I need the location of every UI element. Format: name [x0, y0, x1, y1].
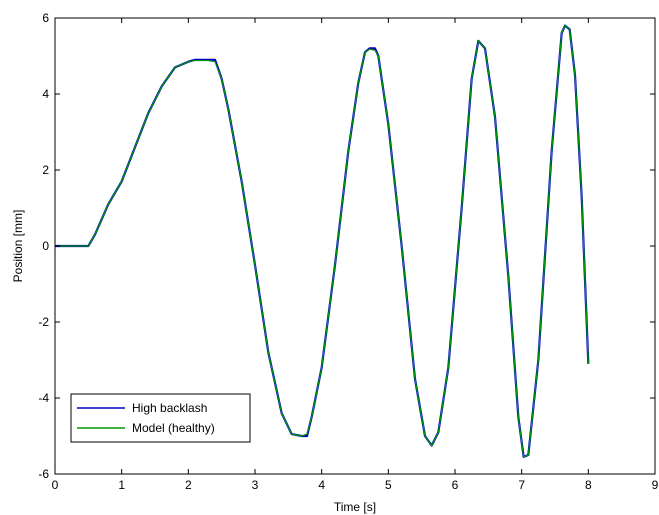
x-tick-label: 5: [385, 478, 392, 492]
x-tick-label: 0: [52, 478, 59, 492]
y-tick-label: 4: [42, 87, 49, 101]
x-axis-label: Time [s]: [334, 500, 376, 514]
y-tick-label: -6: [38, 467, 49, 481]
y-tick-label: -2: [38, 315, 49, 329]
y-tick-label: 6: [42, 11, 49, 25]
y-tick-label: 0: [42, 239, 49, 253]
x-tick-label: 4: [318, 478, 325, 492]
x-tick-label: 6: [452, 478, 459, 492]
x-tick-label: 9: [652, 478, 659, 492]
x-tick-label: 1: [118, 478, 125, 492]
legend: High backlash Model (healthy): [70, 393, 251, 443]
x-tick-label: 3: [252, 478, 259, 492]
x-tick-label: 2: [185, 478, 192, 492]
legend-box: [70, 393, 251, 443]
legend-label-model-healthy: Model (healthy): [132, 421, 215, 435]
y-tick-label: 2: [42, 163, 49, 177]
series-line-model-healthy: [55, 25, 589, 458]
legend-label-high-backlash: High backlash: [132, 401, 207, 415]
tick-layer: [54, 17, 656, 475]
y-tick-label: -4: [38, 391, 49, 405]
series-layer: [55, 24, 590, 458]
y-tick-labels: -6 -4 -2 0 2 4 6: [38, 11, 49, 481]
x-tick-label: 8: [585, 478, 592, 492]
x-tick-label: 7: [518, 478, 525, 492]
y-axis-label: Position [mm]: [11, 210, 25, 283]
x-tick-labels: 0 1 2 3 4 5 6 7 8 9: [52, 478, 659, 492]
